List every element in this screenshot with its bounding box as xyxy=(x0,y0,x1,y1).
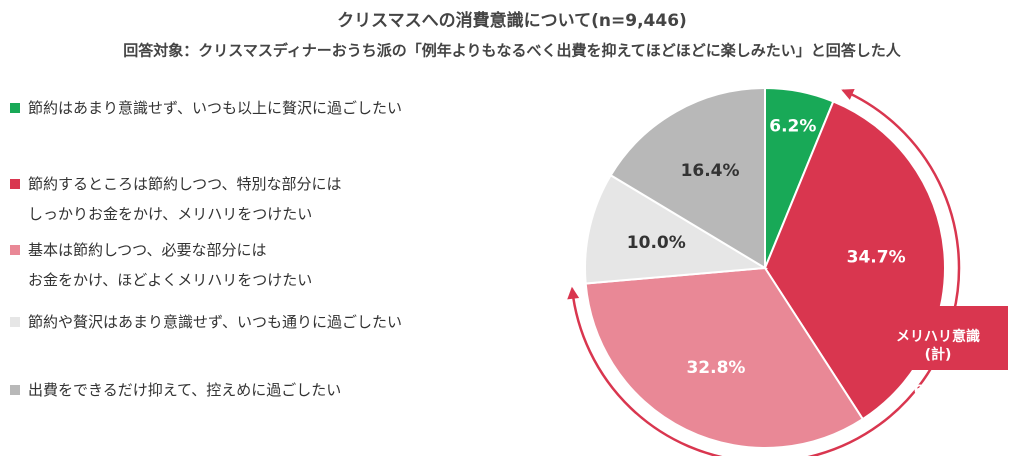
pie-slice xyxy=(584,266,865,449)
legend-item: 節約や贅沢はあまり意識せず、いつも通りに過ごしたい xyxy=(10,307,402,337)
legend-label: 基本は節約しつつ、必要な部分には お金をかけ、ほどよくメリハリをつけたい xyxy=(28,241,313,289)
legend-swatch xyxy=(10,103,20,113)
annotation-value: 67.5% xyxy=(913,383,963,399)
legend-item: 基本は節約しつつ、必要な部分には お金をかけ、ほどよくメリハリをつけたい xyxy=(10,235,312,295)
legend-label: 節約や贅沢はあまり意識せず、いつも通りに過ごしたい xyxy=(28,313,402,331)
annotation-label: メリハリ意識 (計) xyxy=(896,329,980,363)
chart-subtitle: 回答対象：クリスマスディナーおうち派の「例年よりもなるべく出費を抑えてほどほどに… xyxy=(123,42,901,60)
pie-slice xyxy=(584,173,769,285)
legend-swatch xyxy=(10,245,20,255)
annotation-arc xyxy=(570,89,961,456)
data-label: 16.4% xyxy=(681,161,740,181)
legend-swatch xyxy=(10,385,20,395)
data-label: 10.0% xyxy=(627,233,686,253)
legend-label: 節約はあまり意識せず、いつも以上に贅沢に過ごしたい xyxy=(28,99,402,117)
annotation-box: メリハリ意識 (計) 67.5% xyxy=(868,306,1008,399)
data-label: 34.7% xyxy=(847,248,906,268)
data-label: 6.2% xyxy=(769,117,816,137)
chart-title: クリスマスへの消費意識について(n=9,446) xyxy=(337,10,687,31)
legend-item: 節約するところは節約しつつ、特別な部分には しっかりお金をかけ、メリハリをつけた… xyxy=(10,169,342,229)
legend-item: 節約はあまり意識せず、いつも以上に贅沢に過ごしたい xyxy=(10,93,402,123)
pie-slice xyxy=(609,86,766,270)
legend-label: 節約するところは節約しつつ、特別な部分には しっかりお金をかけ、メリハリをつけた… xyxy=(28,175,342,223)
legend-swatch xyxy=(10,317,20,327)
arrow-head xyxy=(567,286,580,300)
legend-swatch xyxy=(10,179,20,189)
data-label: 32.8% xyxy=(686,358,745,378)
arrow-head xyxy=(841,88,855,100)
legend-item: 出費をできるだけ抑えて、控えめに過ごしたい xyxy=(10,375,341,405)
legend-label: 出費をできるだけ抑えて、控えめに過ごしたい xyxy=(28,381,342,399)
